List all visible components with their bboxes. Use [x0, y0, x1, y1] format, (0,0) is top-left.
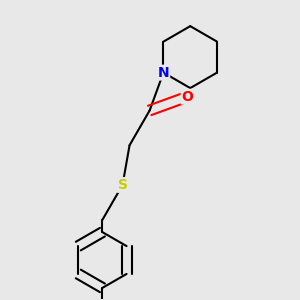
Text: S: S	[118, 178, 128, 192]
Text: N: N	[158, 66, 169, 80]
Text: O: O	[182, 90, 194, 104]
